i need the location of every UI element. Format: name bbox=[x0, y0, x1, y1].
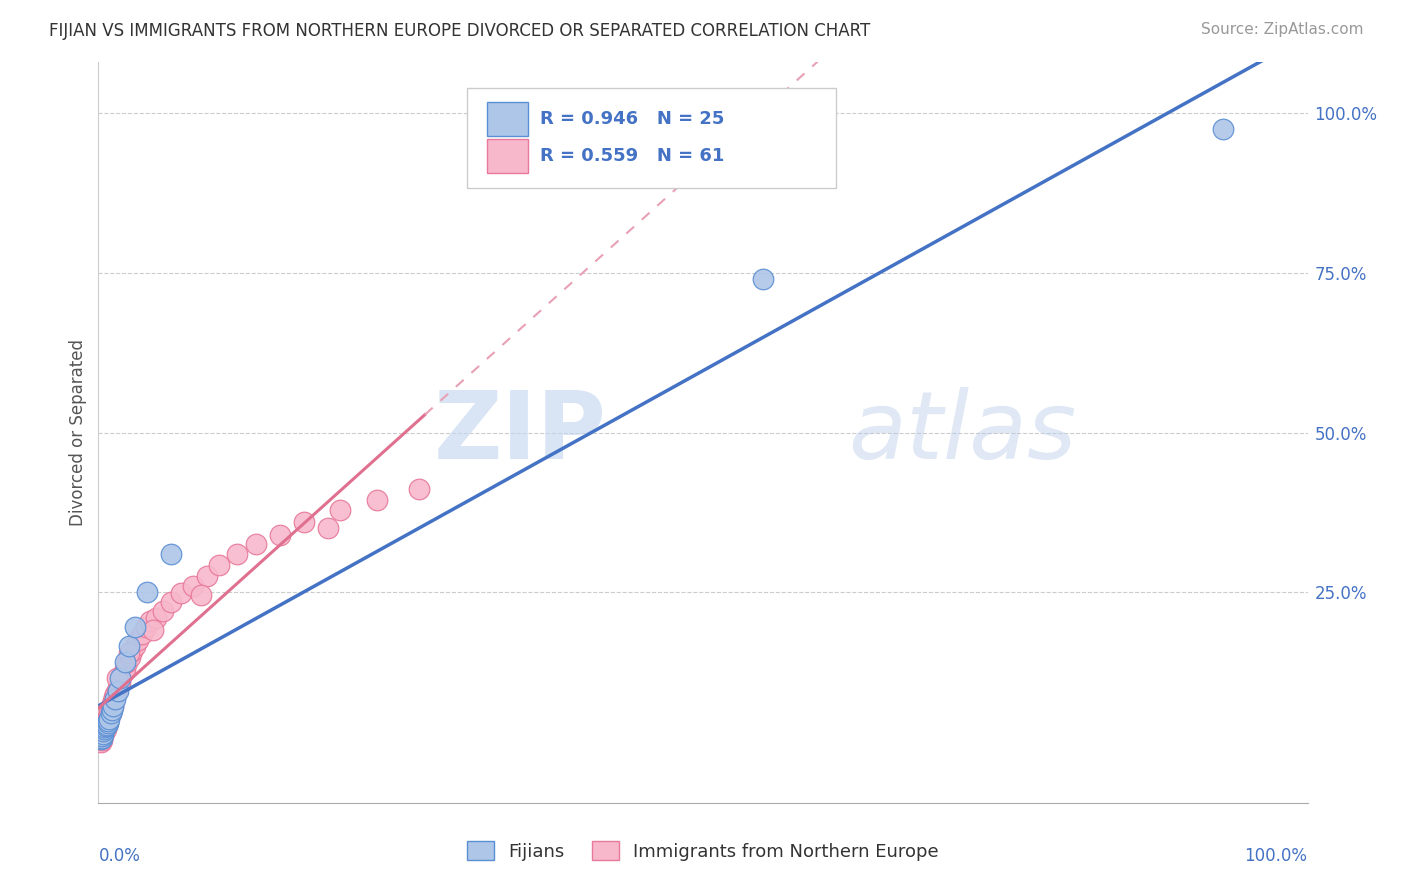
FancyBboxPatch shape bbox=[467, 88, 837, 188]
Text: ZIP: ZIP bbox=[433, 386, 606, 479]
Text: R = 0.559   N = 61: R = 0.559 N = 61 bbox=[540, 146, 724, 165]
Point bbox=[131, 626, 153, 640]
Text: atlas: atlas bbox=[848, 387, 1077, 478]
Point bbox=[97, 716, 120, 731]
Text: 100.0%: 100.0% bbox=[1244, 847, 1308, 865]
Point bbox=[107, 684, 129, 698]
Point bbox=[98, 712, 121, 726]
Point bbox=[114, 662, 136, 676]
Point bbox=[160, 595, 183, 609]
Point bbox=[91, 731, 114, 745]
Point bbox=[94, 723, 117, 737]
Point bbox=[135, 620, 157, 634]
Point bbox=[124, 620, 146, 634]
Point bbox=[100, 700, 122, 714]
FancyBboxPatch shape bbox=[486, 102, 527, 136]
Point bbox=[190, 588, 212, 602]
Point bbox=[118, 640, 141, 654]
Point bbox=[94, 719, 117, 733]
Point bbox=[93, 723, 115, 737]
Point bbox=[96, 713, 118, 727]
Point bbox=[91, 724, 114, 739]
Point bbox=[124, 640, 146, 654]
Point bbox=[104, 692, 127, 706]
Point bbox=[101, 698, 124, 713]
Point bbox=[91, 727, 114, 741]
Point bbox=[100, 703, 122, 717]
Point bbox=[121, 644, 143, 658]
Point bbox=[97, 714, 120, 728]
Point bbox=[366, 492, 388, 507]
Text: 0.0%: 0.0% bbox=[98, 847, 141, 865]
Point bbox=[408, 482, 430, 496]
Point bbox=[98, 705, 121, 719]
Point bbox=[97, 714, 120, 728]
Point bbox=[118, 646, 141, 660]
Text: FIJIAN VS IMMIGRANTS FROM NORTHERN EUROPE DIVORCED OR SEPARATED CORRELATION CHAR: FIJIAN VS IMMIGRANTS FROM NORTHERN EUROP… bbox=[49, 22, 870, 40]
Point bbox=[93, 725, 115, 739]
Point bbox=[127, 633, 149, 648]
Point bbox=[292, 515, 315, 529]
Legend: Fijians, Immigrants from Northern Europe: Fijians, Immigrants from Northern Europe bbox=[460, 834, 946, 868]
Point bbox=[96, 718, 118, 732]
Point bbox=[90, 735, 112, 749]
Point bbox=[245, 537, 267, 551]
Point bbox=[118, 650, 141, 665]
Point bbox=[94, 719, 117, 733]
Point bbox=[93, 723, 115, 737]
Point bbox=[100, 706, 122, 721]
Point bbox=[226, 547, 249, 561]
Point bbox=[100, 706, 122, 721]
Y-axis label: Divorced or Separated: Divorced or Separated bbox=[69, 339, 87, 526]
Point bbox=[91, 733, 114, 747]
Text: Source: ZipAtlas.com: Source: ZipAtlas.com bbox=[1201, 22, 1364, 37]
Point bbox=[160, 547, 183, 561]
Point bbox=[97, 709, 120, 723]
Point bbox=[316, 521, 339, 535]
Point bbox=[108, 674, 131, 689]
Point bbox=[139, 614, 162, 628]
Point bbox=[145, 611, 167, 625]
Point bbox=[195, 569, 218, 583]
Point bbox=[105, 671, 128, 685]
Point bbox=[108, 678, 131, 692]
Point bbox=[91, 729, 114, 743]
Point bbox=[142, 624, 165, 638]
Point bbox=[104, 687, 127, 701]
Point bbox=[103, 690, 125, 705]
Point bbox=[135, 585, 157, 599]
Point bbox=[752, 272, 775, 286]
Point bbox=[1212, 122, 1234, 136]
FancyBboxPatch shape bbox=[486, 138, 527, 173]
Point bbox=[91, 727, 114, 741]
Point bbox=[101, 694, 124, 708]
Point bbox=[90, 731, 112, 746]
Point bbox=[98, 707, 121, 722]
Point bbox=[91, 724, 114, 739]
Point bbox=[152, 604, 174, 618]
Point bbox=[181, 579, 204, 593]
Point bbox=[108, 671, 131, 685]
Point bbox=[100, 697, 122, 711]
Point bbox=[114, 656, 136, 670]
Point bbox=[93, 721, 115, 735]
Point bbox=[96, 718, 118, 732]
Point bbox=[101, 698, 124, 713]
Point bbox=[208, 558, 231, 573]
Point bbox=[90, 731, 112, 746]
Point bbox=[91, 729, 114, 743]
Point bbox=[117, 656, 139, 670]
Point bbox=[91, 731, 114, 745]
Point bbox=[107, 681, 129, 695]
Text: R = 0.946   N = 25: R = 0.946 N = 25 bbox=[540, 110, 724, 128]
Point bbox=[105, 684, 128, 698]
Point bbox=[112, 665, 135, 679]
Point bbox=[93, 721, 115, 735]
Point bbox=[100, 703, 122, 717]
Point bbox=[110, 669, 132, 683]
Point bbox=[329, 503, 352, 517]
Point bbox=[169, 586, 191, 600]
Point bbox=[96, 716, 118, 731]
Point bbox=[269, 527, 291, 541]
